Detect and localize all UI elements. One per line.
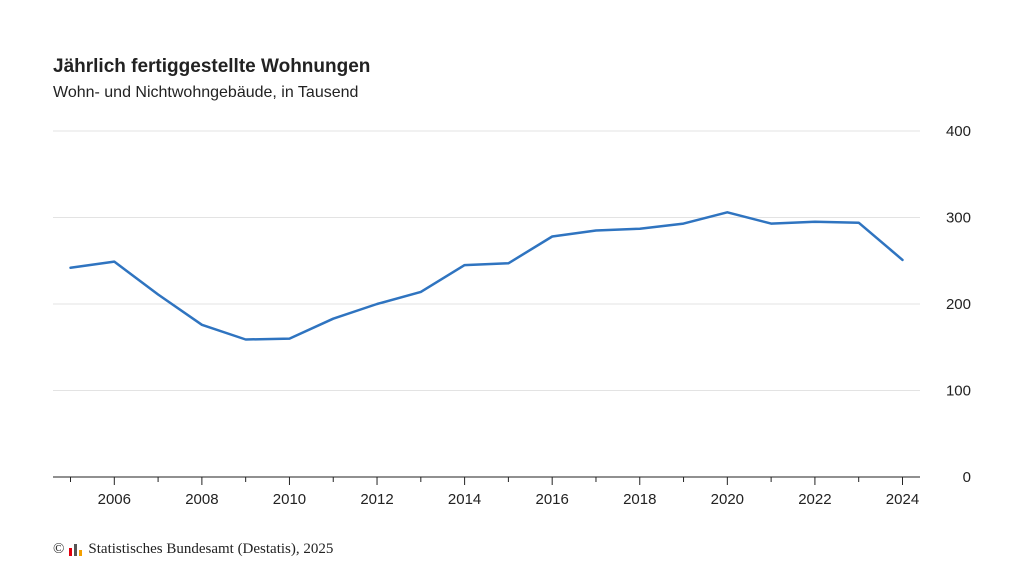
x-tick-label: 2006: [98, 491, 131, 508]
chart-title: Jährlich fertiggestellte Wohnungen: [53, 56, 371, 77]
x-tick-label: 2020: [711, 491, 744, 508]
x-tick-label: 2022: [798, 491, 831, 508]
x-tick-label: 2010: [273, 491, 306, 508]
x-tick-labels: 2006 2008 2010 2012 2014 2016 2018 2020 2022 2024: [98, 491, 920, 508]
chart-subtitle: Wohn- und Nichtwohngebäude, in Tausend: [53, 84, 359, 101]
y-tick-label: 200: [946, 296, 971, 313]
gridlines: [53, 130, 920, 391]
x-tick-label: 2008: [185, 491, 218, 508]
y-tick-label: 100: [946, 383, 971, 400]
series-line-0: [69, 211, 904, 341]
y-tick-label: 300: [946, 210, 971, 227]
y-axis: 0 100 200 300 400: [946, 123, 971, 486]
series-layer: [69, 211, 904, 341]
x-tick-label: 2014: [448, 491, 481, 508]
x-tick-label: 2024: [886, 491, 919, 508]
y-tick-label: 400: [946, 123, 971, 140]
destatis-logo-icon: [69, 543, 83, 556]
source-text: Statistisches Bundesamt (Destatis), 2025: [88, 541, 334, 557]
x-axis: [53, 476, 920, 485]
x-tick-label: 2012: [360, 491, 393, 508]
x-tick-label: 2018: [623, 491, 656, 508]
source-footer: © Statistisches Bundesamt (Destatis), 20…: [53, 541, 333, 558]
x-tick-label: 2016: [535, 491, 568, 508]
y-tick-label: 0: [963, 469, 971, 486]
copyright-symbol: ©: [53, 541, 65, 557]
